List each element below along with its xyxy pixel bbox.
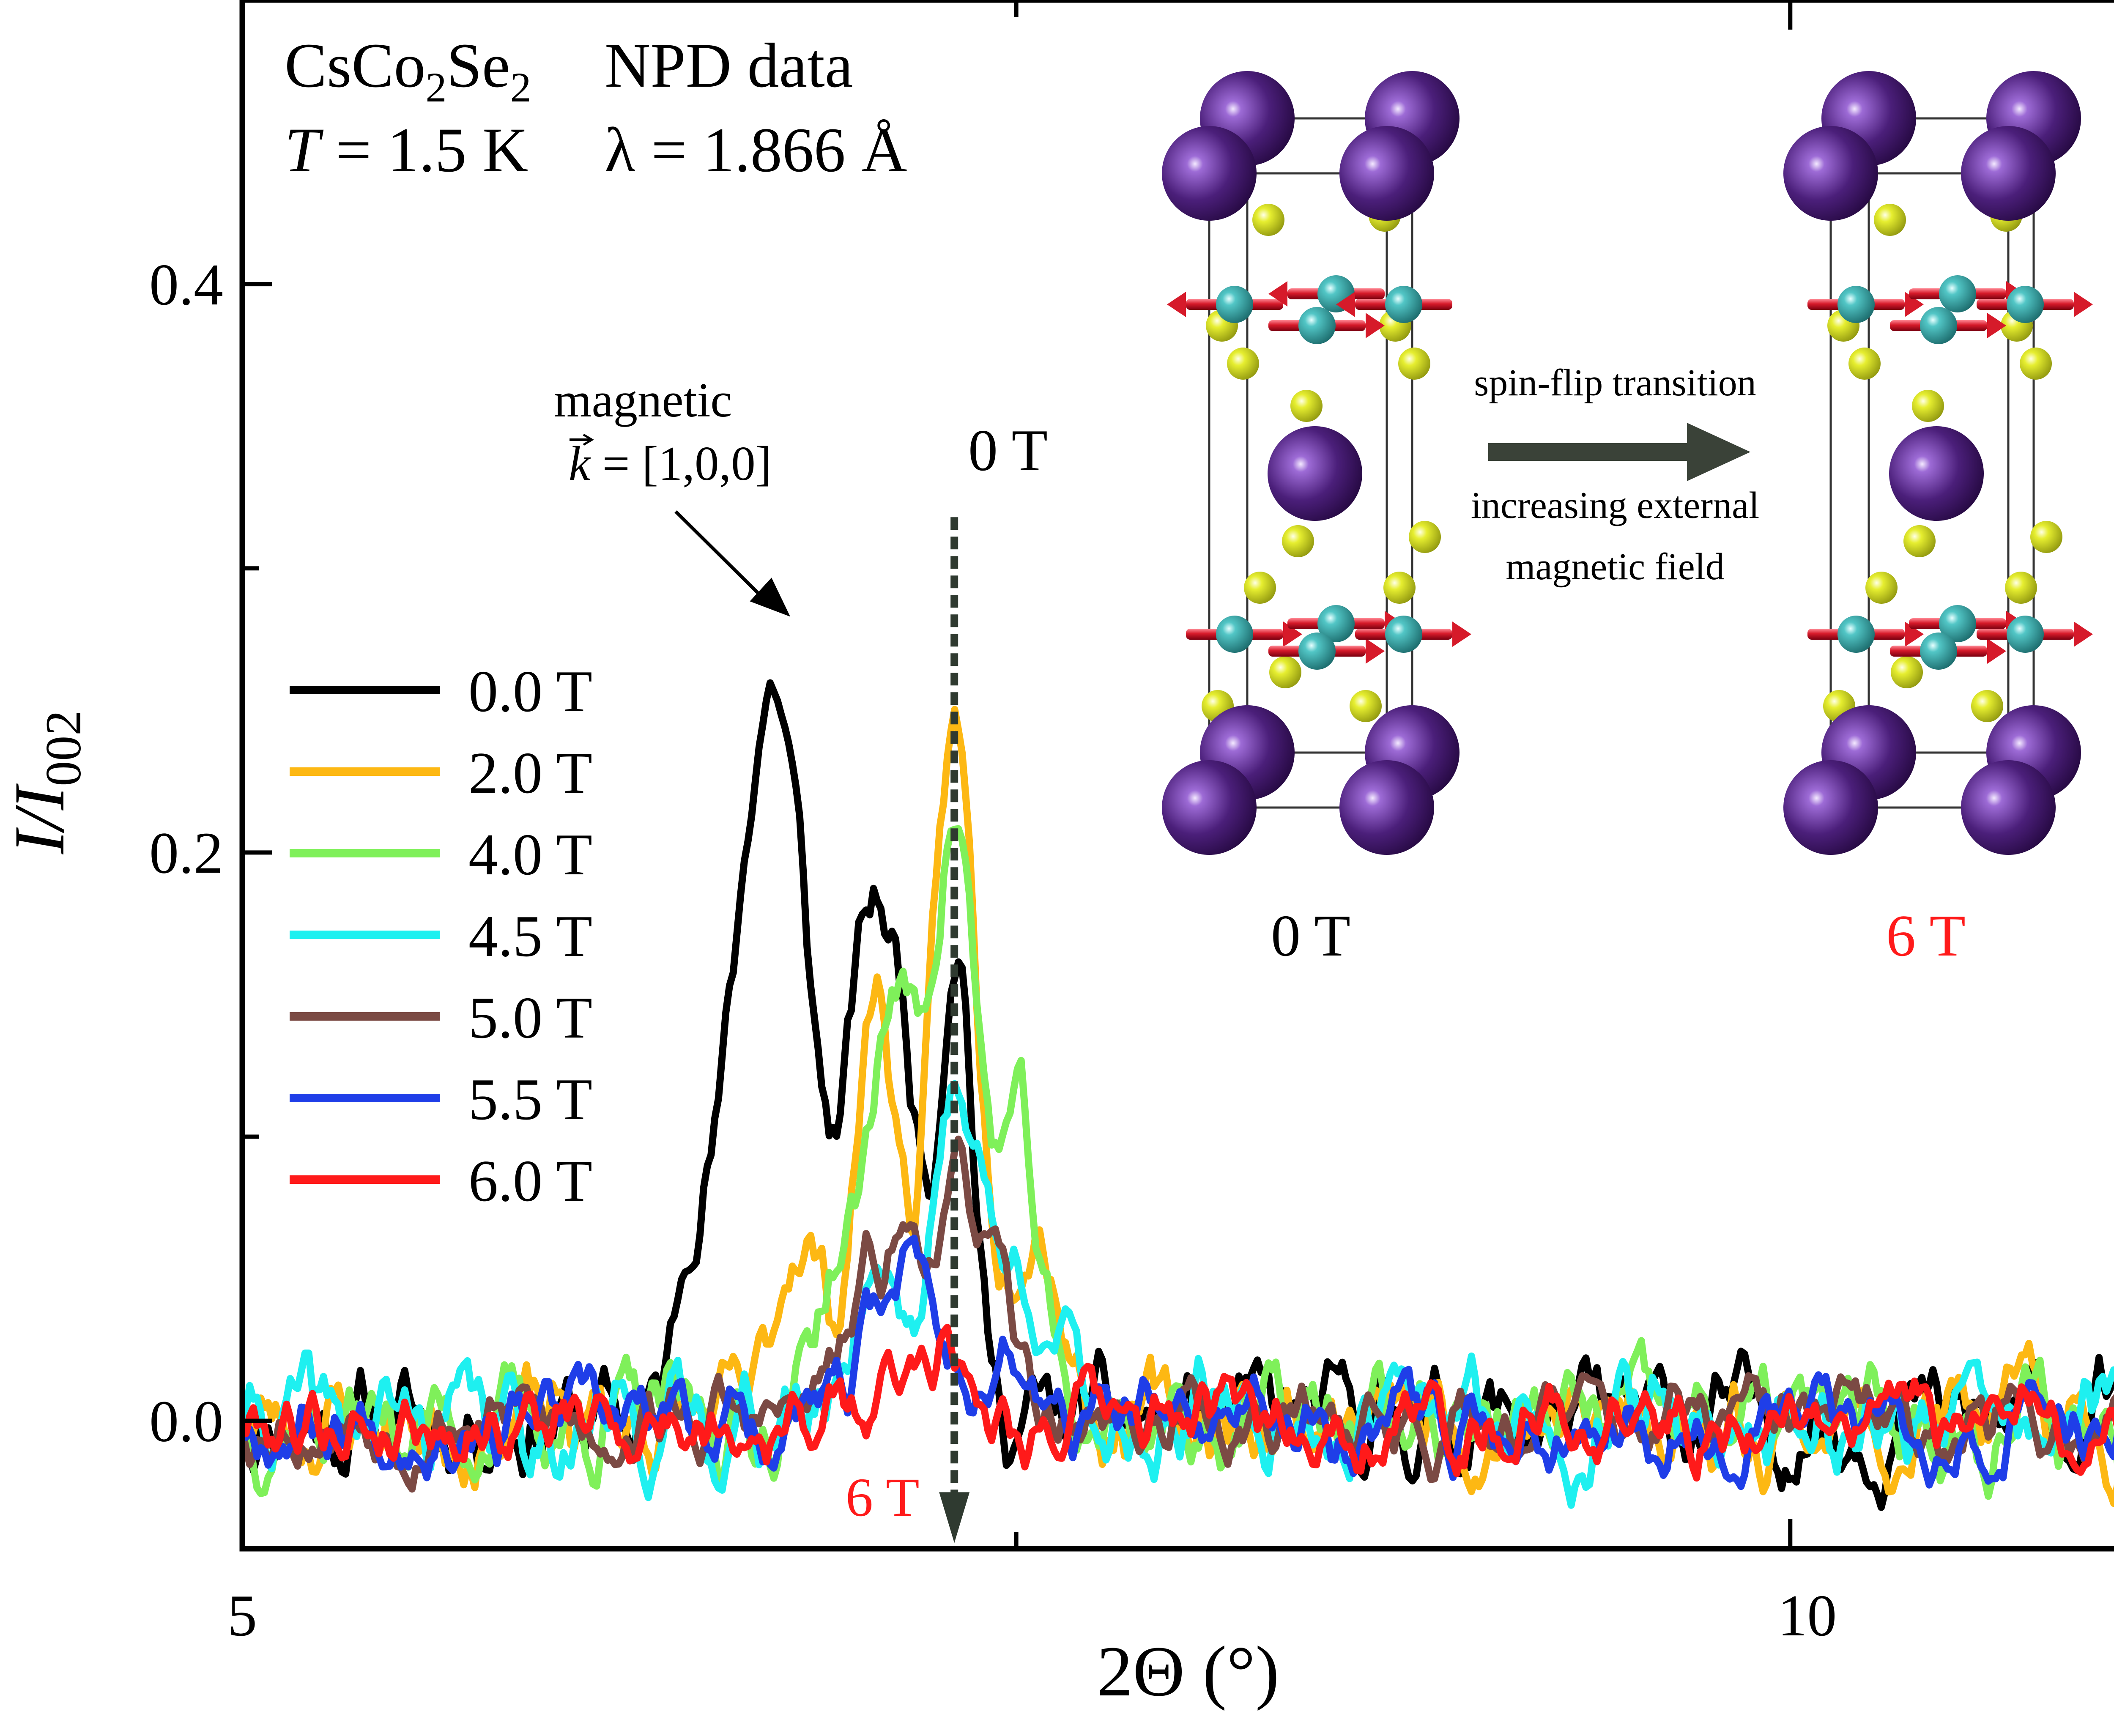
legend-label-5: 5.5 T <box>468 1067 592 1132</box>
cs-atom <box>1268 426 1362 521</box>
cs-atom <box>1783 126 1878 221</box>
series-line-6 <box>242 1324 2114 1482</box>
se-atom <box>2030 521 2062 553</box>
crystal-structure-inset <box>1162 71 2093 855</box>
co-atom <box>1837 616 1875 653</box>
top-field-label: 0 T <box>968 418 1048 483</box>
se-atom <box>1244 572 1276 604</box>
se-atom <box>2020 348 2052 380</box>
y-tick-label-0: 0.0 <box>149 1389 223 1454</box>
k-vector-overarrow <box>583 433 594 446</box>
field-arrow-head <box>939 1492 970 1543</box>
y-tick-label-1: 0.2 <box>149 820 223 886</box>
x-tick-label-0: 5 <box>227 1583 257 1648</box>
se-atom <box>1282 525 1314 557</box>
legend-label-4: 5.0 T <box>468 985 592 1051</box>
cs-atom <box>1961 760 2056 855</box>
cs-atom <box>1889 426 1984 521</box>
pointer-shaft <box>674 510 775 610</box>
co-atom <box>1385 286 1422 323</box>
se-atom <box>2005 572 2037 604</box>
se-atom <box>1409 521 1441 553</box>
cs-atom <box>1339 126 1434 221</box>
co-atom <box>1216 286 1253 323</box>
co-atom <box>2007 286 2044 323</box>
x-tick-label-1: 10 <box>1777 1583 1837 1648</box>
se-atom <box>1227 348 1259 380</box>
magnetic-peak-pointer <box>674 510 791 617</box>
cs-atom <box>1162 760 1257 855</box>
se-atom <box>1290 390 1323 422</box>
pointer-head <box>750 578 791 617</box>
crystal-cell-0T <box>1162 71 1471 855</box>
se-atom <box>1269 656 1301 688</box>
series-layer <box>242 679 2114 1511</box>
co-atom <box>1216 616 1253 653</box>
transition-arrow-shaft <box>1488 443 1695 461</box>
co-atom <box>1385 616 1422 653</box>
series-line-5 <box>242 1235 2114 1490</box>
co-atom <box>1317 605 1355 642</box>
cs-atom <box>1339 760 1434 855</box>
se-atom <box>1891 656 1923 688</box>
series-line-3 <box>242 1080 2114 1509</box>
measurement-method: NPD data <box>605 30 853 101</box>
co-atom <box>2007 616 2044 653</box>
se-atom <box>1912 390 1944 422</box>
legend-label-3: 4.5 T <box>468 904 592 969</box>
se-atom <box>1874 204 1906 236</box>
se-atom <box>1848 348 1881 380</box>
transition-label-line3: magnetic field <box>1506 546 1724 588</box>
k-vector-annotation: k = [1,0,0] <box>569 437 772 490</box>
cs-atom <box>1783 760 1878 855</box>
legend-label-0: 0.0 T <box>468 659 592 724</box>
field-direction-arrow <box>939 517 970 1543</box>
compound-formula: CsCo2Se2 <box>285 30 531 111</box>
co-atom <box>1939 605 1976 642</box>
se-atom <box>1903 525 1936 557</box>
transition-label-line1: spin-flip transition <box>1474 362 1756 404</box>
transition-arrow-head <box>1687 423 1750 481</box>
legend-label-6: 6.0 T <box>468 1148 592 1214</box>
se-atom <box>1398 348 1430 380</box>
cs-atom <box>1961 126 2056 221</box>
co-atom <box>1837 286 1875 323</box>
magnetic-annotation: magnetic <box>554 373 732 427</box>
co-atom <box>1920 307 1957 344</box>
temperature: T = 1.5 K <box>285 115 528 185</box>
se-atom <box>1971 690 2003 722</box>
y-tick-label-2: 0.4 <box>149 252 223 318</box>
cs-atom <box>1162 126 1257 221</box>
co-atom <box>1939 275 1976 312</box>
crystal-cell-6T <box>1783 71 2093 855</box>
se-atom <box>1865 572 1898 604</box>
inset-right-field-label: 6 T <box>1886 903 1966 969</box>
plot-frame <box>239 0 2114 1552</box>
co-atom <box>1920 633 1957 670</box>
bottom-field-label: 6 T <box>846 1467 920 1528</box>
legend-label-2: 4.0 T <box>468 822 592 887</box>
transition-label-line2: increasing external <box>1471 485 1759 526</box>
x-axis-label: 2Θ (°) <box>1097 1632 1279 1711</box>
wavelength: λ = 1.866 Å <box>605 115 907 185</box>
axes-layer: 0.0 0.2 0.4 5 10 <box>149 0 1837 1648</box>
legend-label-1: 2.0 T <box>468 740 592 806</box>
inset-left-field-label: 0 T <box>1271 903 1350 969</box>
se-atom <box>1383 572 1416 604</box>
legend: 0.0 T 2.0 T 4.0 T 4.5 T 5.0 T 5.5 T 6.0 T <box>290 659 592 1214</box>
se-atom <box>1252 204 1284 236</box>
y-axis-label: I/I002 <box>0 710 91 854</box>
se-atom <box>1350 690 1382 722</box>
co-atom <box>1298 633 1336 670</box>
y-axis-label-subscript: 002 <box>35 710 91 786</box>
co-atom <box>1298 307 1336 344</box>
